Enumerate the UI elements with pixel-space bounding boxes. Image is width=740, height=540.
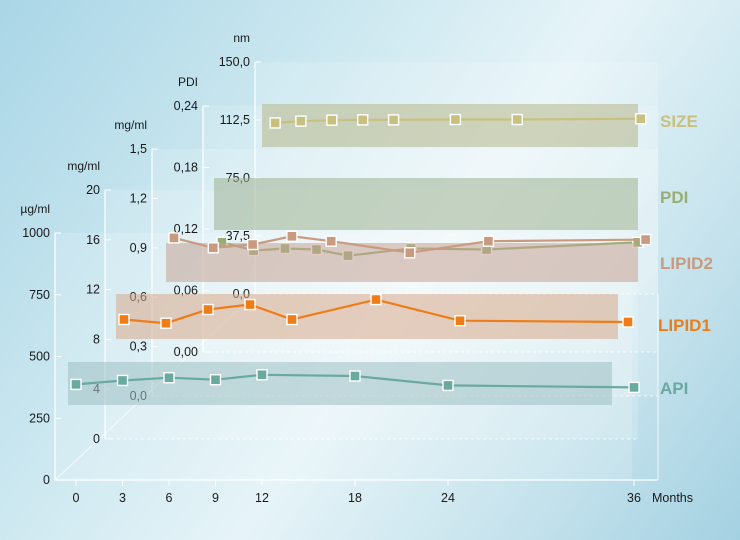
data-point-lipid2 — [246, 238, 259, 251]
y-tick-label: 16 — [86, 233, 100, 247]
y-tick-label: 750 — [29, 288, 50, 302]
data-point-lipid1 — [622, 316, 634, 328]
data-point-lipid2 — [482, 235, 495, 247]
series-line-lipid1 — [123, 298, 629, 325]
data-point-api — [70, 378, 82, 391]
data-point-api — [209, 374, 222, 386]
y-tick-label: 12 — [86, 283, 100, 297]
y-tick-label: 0,9 — [130, 241, 147, 255]
y-tick-label: 0 — [93, 432, 100, 446]
data-point-lipid1 — [160, 317, 172, 329]
y-tick-label: 0 — [43, 473, 50, 487]
data-point-api — [163, 372, 175, 384]
y-unit-size: nm — [233, 31, 250, 45]
y-tick-label: 250 — [29, 411, 50, 425]
y-unit-lipid1: mg/ml — [67, 159, 100, 173]
y-tick-label: 1,5 — [130, 142, 147, 156]
y-tick-label: 37,5 — [226, 229, 250, 243]
series-line-api — [75, 373, 635, 389]
data-point-lipid2 — [286, 230, 298, 242]
y-tick-label: 20 — [86, 183, 100, 197]
data-point-lipid1 — [244, 298, 256, 311]
data-point-lipid1 — [202, 303, 214, 316]
data-point-lipid2 — [404, 247, 416, 259]
series-label-pdi: PDI — [660, 188, 688, 207]
data-point-lipid2 — [325, 235, 337, 247]
data-point-size — [269, 117, 281, 129]
band-pdi — [214, 178, 638, 230]
y-tick-label: 8 — [93, 332, 100, 346]
data-point-size — [449, 113, 462, 126]
y-tick-label: 0,18 — [174, 161, 198, 175]
data-point-lipid1 — [370, 293, 382, 306]
series-label-api: API — [660, 379, 688, 398]
data-point-lipid2 — [207, 242, 220, 254]
x-tick-label: 18 — [348, 491, 362, 505]
y-tick-label: 0,3 — [130, 340, 147, 354]
data-point-api — [442, 379, 454, 392]
y-tick-label: 1000 — [22, 226, 50, 240]
y-unit-pdi: PDI — [178, 75, 198, 89]
data-point-lipid1 — [286, 313, 298, 326]
series-line-lipid2 — [173, 235, 646, 254]
data-point-api — [256, 369, 268, 381]
x-axis-label: Months — [652, 491, 693, 505]
series-label-lipid1: LIPID1 — [658, 316, 711, 335]
data-point-size — [326, 114, 338, 126]
data-point-size — [635, 113, 647, 125]
y-tick-label: 0,00 — [174, 345, 198, 359]
data-point-api — [349, 370, 361, 382]
data-point-size — [295, 115, 307, 127]
x-tick-label: 3 — [119, 491, 126, 505]
x-tick-label: 6 — [166, 491, 173, 505]
x-tick-label: 12 — [255, 491, 269, 505]
y-tick-label: 150,0 — [219, 55, 250, 69]
y-unit-lipid2: mg/ml — [114, 118, 147, 132]
series-label-lipid2: LIPID2 — [660, 254, 713, 273]
band-lipid2 — [166, 243, 638, 282]
data-point-size — [511, 113, 523, 126]
band-size — [262, 104, 638, 147]
data-point-lipid1 — [454, 315, 466, 327]
data-point-api — [116, 374, 129, 387]
data-point-lipid2 — [639, 233, 652, 246]
x-tick-label: 0 — [73, 491, 80, 505]
y-tick-label: 112,5 — [220, 113, 250, 127]
x-tick-label: 9 — [212, 491, 219, 505]
x-tick-label: 24 — [441, 491, 455, 505]
y-tick-label: 0,12 — [174, 222, 198, 236]
y-unit-api: µg/ml — [20, 202, 50, 216]
series-label-size: SIZE — [660, 112, 698, 131]
data-point-api — [628, 381, 640, 394]
data-point-lipid2 — [168, 232, 180, 244]
x-tick-label: 36 — [627, 491, 641, 505]
data-point-size — [387, 114, 400, 126]
data-point-lipid1 — [118, 313, 130, 326]
band-api — [68, 362, 612, 405]
y-tick-label: 1,2 — [130, 191, 147, 205]
y-tick-label: 0,24 — [174, 99, 198, 113]
y-tick-label: 500 — [29, 350, 50, 364]
data-point-size — [357, 114, 369, 126]
